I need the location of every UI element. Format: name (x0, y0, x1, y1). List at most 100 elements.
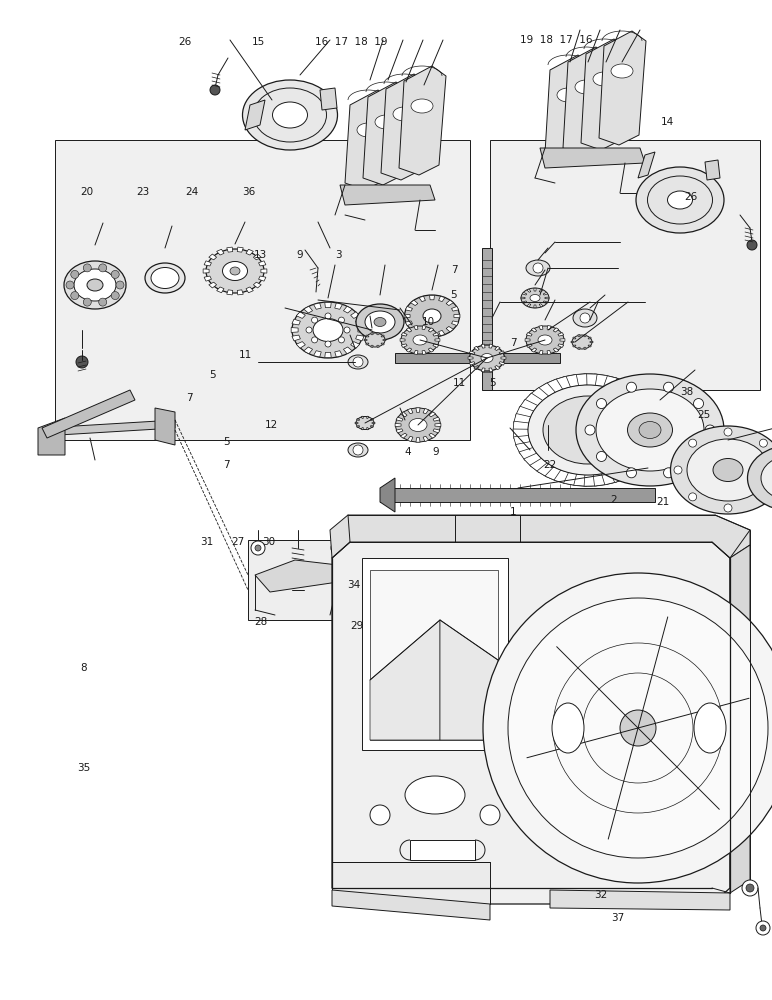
Circle shape (325, 313, 331, 319)
Polygon shape (356, 335, 364, 341)
Text: 31: 31 (200, 537, 214, 547)
Polygon shape (519, 399, 537, 412)
Polygon shape (705, 160, 720, 180)
Polygon shape (435, 423, 441, 427)
Ellipse shape (374, 318, 386, 326)
Polygon shape (533, 305, 537, 308)
Circle shape (689, 493, 696, 501)
Text: 7: 7 (510, 338, 516, 348)
Polygon shape (401, 344, 407, 347)
Ellipse shape (538, 335, 552, 345)
Ellipse shape (242, 80, 337, 150)
Text: 4: 4 (405, 447, 411, 457)
Circle shape (71, 292, 79, 300)
Polygon shape (523, 393, 543, 407)
Polygon shape (440, 620, 498, 740)
Ellipse shape (356, 416, 374, 430)
Polygon shape (648, 425, 662, 435)
Polygon shape (539, 304, 543, 307)
Ellipse shape (409, 418, 427, 432)
Polygon shape (380, 478, 395, 512)
Polygon shape (410, 840, 475, 860)
Ellipse shape (668, 191, 692, 209)
Polygon shape (452, 306, 459, 311)
Polygon shape (516, 442, 533, 454)
Text: 32: 32 (594, 890, 608, 900)
Polygon shape (371, 345, 373, 348)
Polygon shape (372, 422, 375, 424)
Polygon shape (381, 74, 428, 180)
Polygon shape (563, 47, 610, 155)
Text: 9: 9 (296, 250, 303, 260)
Polygon shape (344, 347, 352, 354)
Ellipse shape (405, 776, 465, 814)
Text: 36: 36 (242, 187, 256, 197)
Polygon shape (469, 362, 475, 365)
Polygon shape (358, 328, 365, 332)
Polygon shape (291, 328, 298, 332)
Polygon shape (344, 306, 352, 313)
Polygon shape (55, 140, 470, 440)
Polygon shape (513, 414, 530, 425)
Ellipse shape (151, 267, 179, 288)
Text: 15: 15 (252, 37, 266, 47)
Ellipse shape (145, 263, 185, 293)
Polygon shape (366, 335, 369, 337)
Polygon shape (540, 148, 645, 168)
Ellipse shape (514, 374, 662, 486)
Circle shape (344, 327, 350, 333)
Polygon shape (395, 353, 560, 363)
Polygon shape (292, 319, 300, 325)
Polygon shape (253, 282, 261, 288)
Polygon shape (530, 388, 549, 402)
Polygon shape (217, 249, 224, 255)
Ellipse shape (761, 456, 772, 500)
Polygon shape (554, 328, 559, 332)
Circle shape (689, 439, 696, 447)
Polygon shape (371, 332, 373, 335)
Polygon shape (433, 333, 438, 336)
Circle shape (508, 598, 768, 858)
Text: 8: 8 (80, 663, 86, 673)
Polygon shape (208, 254, 217, 260)
Polygon shape (527, 304, 531, 307)
Polygon shape (356, 319, 364, 325)
Ellipse shape (526, 326, 564, 354)
Ellipse shape (222, 261, 248, 280)
Ellipse shape (455, 566, 469, 578)
Circle shape (99, 298, 107, 306)
Circle shape (99, 264, 107, 272)
Text: 23: 23 (136, 187, 150, 197)
Polygon shape (313, 303, 321, 309)
Polygon shape (227, 290, 232, 295)
Polygon shape (539, 350, 543, 354)
Text: 11: 11 (239, 350, 252, 360)
Polygon shape (513, 421, 529, 431)
Polygon shape (547, 350, 551, 354)
Circle shape (705, 425, 715, 435)
Polygon shape (558, 333, 564, 336)
Polygon shape (617, 381, 635, 395)
Ellipse shape (530, 294, 540, 302)
Circle shape (312, 317, 317, 323)
Polygon shape (560, 339, 565, 341)
Polygon shape (499, 362, 505, 365)
Ellipse shape (273, 102, 307, 128)
Text: 26: 26 (178, 37, 192, 47)
Ellipse shape (543, 396, 633, 464)
Polygon shape (296, 342, 306, 348)
Polygon shape (543, 292, 547, 295)
Circle shape (483, 573, 772, 883)
Polygon shape (422, 326, 426, 330)
Polygon shape (573, 345, 576, 347)
Polygon shape (419, 330, 425, 336)
Polygon shape (261, 269, 267, 273)
Circle shape (760, 439, 767, 447)
Text: 5: 5 (209, 370, 215, 380)
Circle shape (533, 263, 543, 273)
Polygon shape (527, 333, 532, 336)
Ellipse shape (64, 261, 126, 309)
Polygon shape (303, 347, 313, 354)
Polygon shape (303, 306, 313, 313)
Polygon shape (292, 335, 300, 341)
